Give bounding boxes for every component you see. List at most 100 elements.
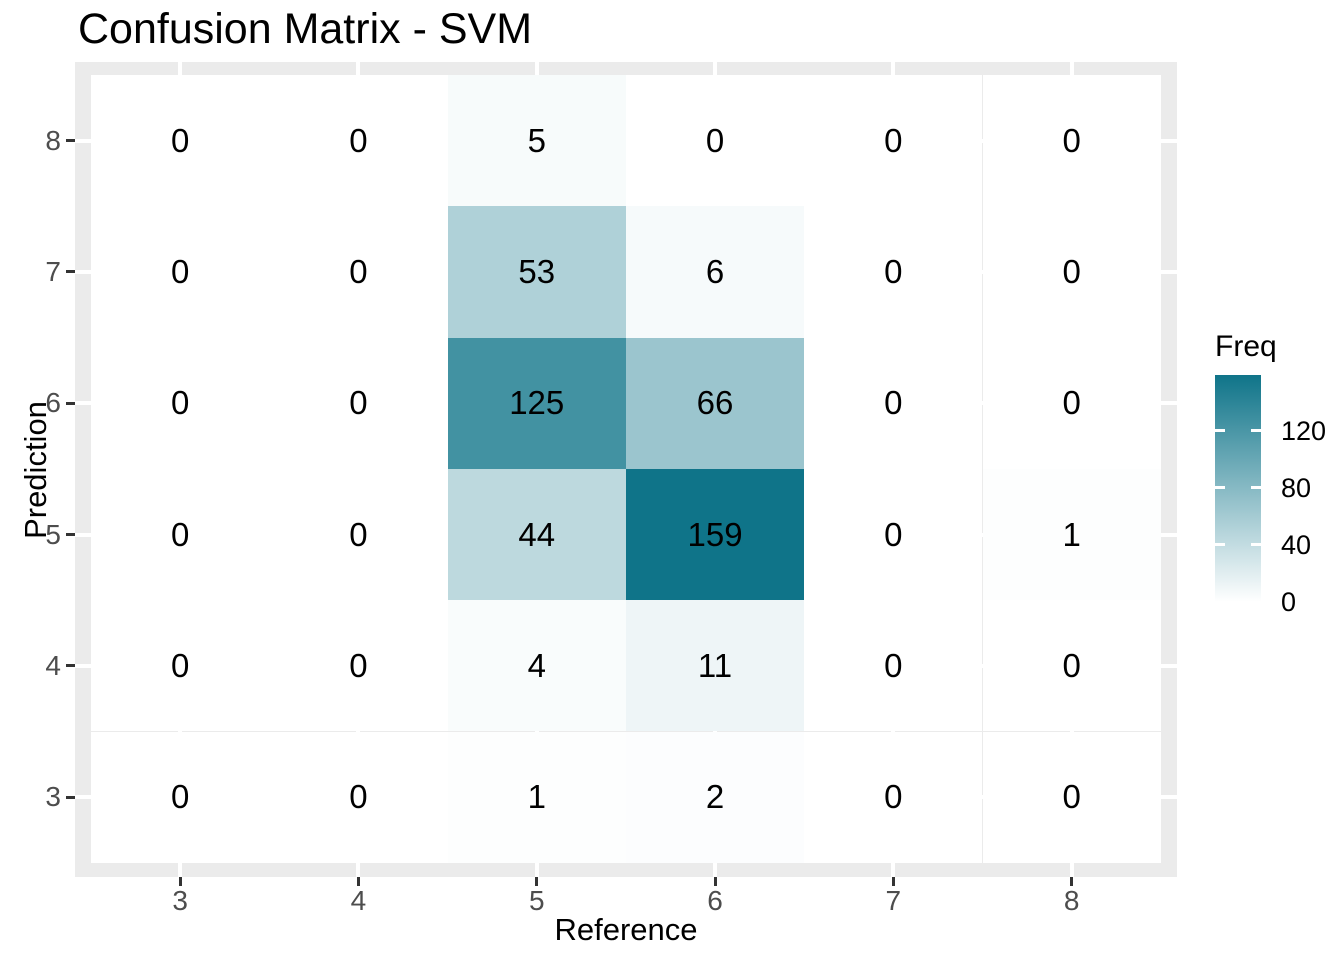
cell-value: 1 <box>527 778 546 816</box>
cell-value: 0 <box>349 515 368 553</box>
heatmap-cell: 0 <box>804 337 983 469</box>
heatmap-cell: 2 <box>625 731 805 863</box>
y-tick-label: 7 <box>45 255 61 287</box>
cell-value: 0 <box>349 252 368 290</box>
legend-tick-mark <box>1251 486 1261 490</box>
y-axis-title: Prediction <box>18 401 53 539</box>
heatmap-cell: 0 <box>91 75 270 207</box>
y-tick-mark <box>66 533 75 537</box>
cell-value: 53 <box>518 252 556 290</box>
legend-tick-label: 120 <box>1281 415 1327 446</box>
legend-tick-label: 0 <box>1281 587 1297 617</box>
x-tick-label: 7 <box>885 885 902 916</box>
y-tick-mark <box>66 139 75 143</box>
cell-value: 0 <box>170 252 190 290</box>
cell-value: 0 <box>170 778 190 816</box>
heatmap-cell: 5 <box>447 75 626 207</box>
cell-value: 4 <box>527 646 546 684</box>
heatmap-cell: 6 <box>625 206 805 338</box>
y-tick-mark <box>66 401 75 405</box>
heatmap-cell: 4 <box>447 600 626 732</box>
heatmap-cell: 0 <box>804 600 983 732</box>
x-axis-title: Reference <box>554 912 698 947</box>
heatmap-cell: 0 <box>269 468 448 601</box>
x-tick-label: 6 <box>707 885 723 916</box>
cell-value: 2 <box>705 778 725 816</box>
heatmap-cell: 53 <box>447 206 626 338</box>
cell-value: 0 <box>1062 646 1081 684</box>
heatmap-cell: 0 <box>982 731 1161 863</box>
cell-value: 44 <box>518 515 556 553</box>
heatmap-cell: 0 <box>982 600 1161 732</box>
cell-value: 11 <box>697 646 733 684</box>
cell-value: 6 <box>705 252 725 290</box>
cell-value: 1 <box>1062 515 1081 553</box>
y-tick-mark <box>66 664 75 668</box>
cell-value: 0 <box>349 121 368 159</box>
heatmap-cell: 66 <box>625 337 805 469</box>
cell-value: 0 <box>884 121 903 159</box>
x-tick-mark <box>535 877 539 886</box>
x-tick-mark <box>713 877 717 886</box>
legend-tick-label: 40 <box>1281 529 1312 560</box>
y-tick-label: 5 <box>45 518 61 550</box>
cell-value: 0 <box>1062 384 1081 422</box>
x-tick-label: 5 <box>528 885 545 916</box>
cell-value: 0 <box>884 384 903 422</box>
y-tick-mark <box>66 270 75 274</box>
cell-value: 0 <box>705 121 725 159</box>
cell-value: 0 <box>884 252 903 290</box>
heatmap-cell: 0 <box>804 75 983 207</box>
heatmap-cell: 0 <box>804 731 983 863</box>
heatmap-cell: 125 <box>447 337 626 469</box>
y-tick-label: 3 <box>45 781 61 813</box>
heatmap-cell: 1 <box>447 731 626 863</box>
cell-value: 0 <box>1062 778 1081 816</box>
heatmap-cell: 0 <box>269 600 448 732</box>
heatmap-cell: 0 <box>982 206 1161 338</box>
chart-title: Confusion Matrix - SVM <box>78 5 533 53</box>
heatmap-cell: 0 <box>91 731 270 863</box>
legend-tick-mark <box>1251 429 1261 433</box>
heatmap-cell: 0 <box>269 75 448 207</box>
heatmap-cell: 0 <box>269 206 448 338</box>
heatmap-cell: 0 <box>91 337 270 469</box>
heatmap-cell: 0 <box>625 75 805 207</box>
heatmap-cell: 0 <box>269 337 448 469</box>
cell-value: 0 <box>884 778 903 816</box>
cell-value: 0 <box>170 384 190 422</box>
x-tick-mark <box>891 877 895 886</box>
cell-value: 0 <box>349 384 368 422</box>
x-tick-mark <box>178 877 182 886</box>
legend-tick-mark <box>1251 543 1261 547</box>
cell-value: 159 <box>687 515 743 553</box>
x-tick-label: 4 <box>350 885 367 916</box>
heatmap-cell: 0 <box>982 75 1161 207</box>
heatmap-cell: 0 <box>804 468 983 601</box>
cell-value: 5 <box>527 121 546 159</box>
y-tick-label: 6 <box>45 387 61 419</box>
heatmap-cell: 0 <box>982 337 1161 469</box>
cell-value: 0 <box>1062 252 1081 290</box>
cell-value: 0 <box>349 646 368 684</box>
x-tick-mark <box>1070 877 1074 886</box>
cell-value: 0 <box>884 515 903 553</box>
heatmap-cell: 11 <box>625 600 805 732</box>
cell-value: 0 <box>349 778 368 816</box>
heatmap-cell: 0 <box>91 206 270 338</box>
x-tick-label: 3 <box>172 885 188 916</box>
legend-tick-label: 80 <box>1281 472 1312 503</box>
cell-value: 0 <box>1062 121 1081 159</box>
cell-value: 0 <box>170 121 190 159</box>
cell-value: 0 <box>170 646 190 684</box>
x-tick-mark <box>356 877 360 886</box>
cell-value: 0 <box>884 646 903 684</box>
legend: Freq 120 80 40 0 <box>1215 330 1340 630</box>
heatmap-cell: 0 <box>804 206 983 338</box>
y-tick-mark <box>66 795 75 799</box>
heatmap-cell: 0 <box>91 468 270 601</box>
y-tick-label: 4 <box>45 649 61 681</box>
y-tick-label: 8 <box>45 124 61 156</box>
cell-value: 66 <box>696 384 734 422</box>
cell-value: 125 <box>509 384 565 422</box>
